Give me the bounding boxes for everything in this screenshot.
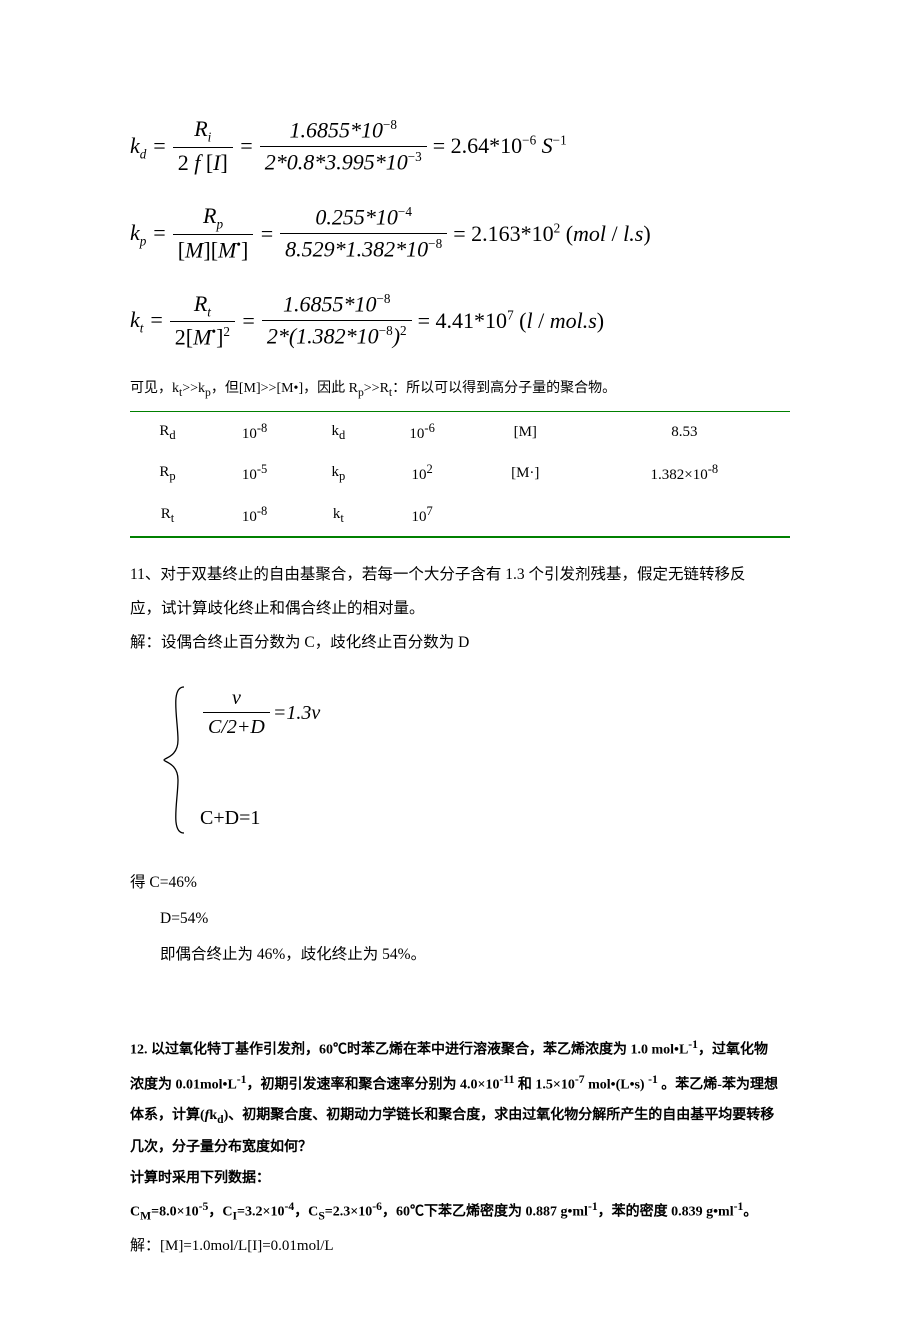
table-row: Rt 10-8 kt 107 [130, 495, 790, 538]
q12-line: 几次，分子量分布宽度如何？ [130, 1133, 790, 1164]
question-12: 12. 以过氧化特丁基作引发剂，60℃时苯乙烯在苯中进行溶液聚合，苯乙烯浓度为 … [130, 1032, 790, 1163]
equation-kd: kd = Ri 2 f [I] = 1.6855*10−8 2*0.8*3.99… [130, 115, 790, 177]
left-brace-icon [160, 685, 190, 835]
system-eq-1: ν C/2+D =1.3ν [200, 685, 320, 740]
q12-data-values: CM=8.0×10-5，CI=3.2×10-4，CS=2.3×10-6，60℃下… [130, 1194, 790, 1229]
result-summary: 即偶合终止为 46%，歧化终止为 54%。 [130, 937, 790, 973]
question-11: 11、对于双基终止的自由基聚合，若每一个大分子含有 1.3 个引发剂残基，假定无… [130, 558, 790, 660]
kp-frac1-den: [M][M•] [173, 236, 254, 265]
conclusion-note: 可见，kt>>kp，但[M]>>[M•]，因此 Rp>>Rt：所以可以得到高分子… [130, 377, 790, 403]
q12-data-label: 计算时采用下列数据： [130, 1164, 790, 1195]
q11-results: 得 C=46% D=54% 即偶合终止为 46%，歧化终止为 54%。 [130, 865, 790, 972]
document-page: kd = Ri 2 f [I] = 1.6855*10−8 2*0.8*3.99… [0, 0, 920, 1323]
equation-system: ν C/2+D =1.3ν C+D=1 [160, 685, 790, 835]
equation-kp: kp = Rp [M][M•] = 0.255*10−4 8.529*1.382… [130, 202, 790, 264]
q12-line: 体系，计算(fkd)、初期聚合度、初期动力学链长和聚合度，求由过氧化物分解所产生… [130, 1101, 790, 1132]
kd-frac1-den: 2 f [I] [173, 149, 233, 178]
kt-frac1-num: Rt [189, 290, 216, 321]
q11-sol-text: 设偶合终止百分数为 C，歧化终止百分数为 D [161, 634, 469, 651]
result-c: 得 C=46% [130, 865, 790, 901]
kp-frac1-num: Rp [198, 202, 228, 233]
table-row: Rp 10-5 kp 102 [M·] 1.382×10-8 [130, 453, 790, 495]
q12-line: 浓度为 0.01mol•L-1，初期引发速率和聚合速率分别为 4.0×10-11… [130, 1067, 790, 1101]
q11-line2: 应，试计算歧化终止和偶合终止的相对量。 [130, 592, 790, 626]
q12-solution: 解：[M]=1.0mol/L[I]=0.01mol/L [130, 1230, 790, 1263]
q11-line1: 11、对于双基终止的自由基聚合，若每一个大分子含有 1.3 个引发剂残基，假定无… [130, 558, 790, 592]
result-d: D=54% [130, 901, 790, 937]
rate-constant-table: Rd 10-8 kd 10-6 [M] 8.53 Rp 10-5 kp 102 … [130, 411, 790, 539]
kt-frac1-den: 2[M•]2 [170, 323, 235, 352]
solution-label: 解： [130, 634, 161, 651]
equation-kt: kt = Rt 2[M•]2 = 1.6855*10−8 2*(1.382*10… [130, 290, 790, 352]
system-eq-2: C+D=1 [200, 801, 320, 835]
q12-line: 12. 以过氧化特丁基作引发剂，60℃时苯乙烯在苯中进行溶液聚合，苯乙烯浓度为 … [130, 1032, 790, 1066]
kd-frac1-num: Ri [189, 115, 216, 146]
table-row: Rd 10-8 kd 10-6 [M] 8.53 [130, 411, 790, 453]
